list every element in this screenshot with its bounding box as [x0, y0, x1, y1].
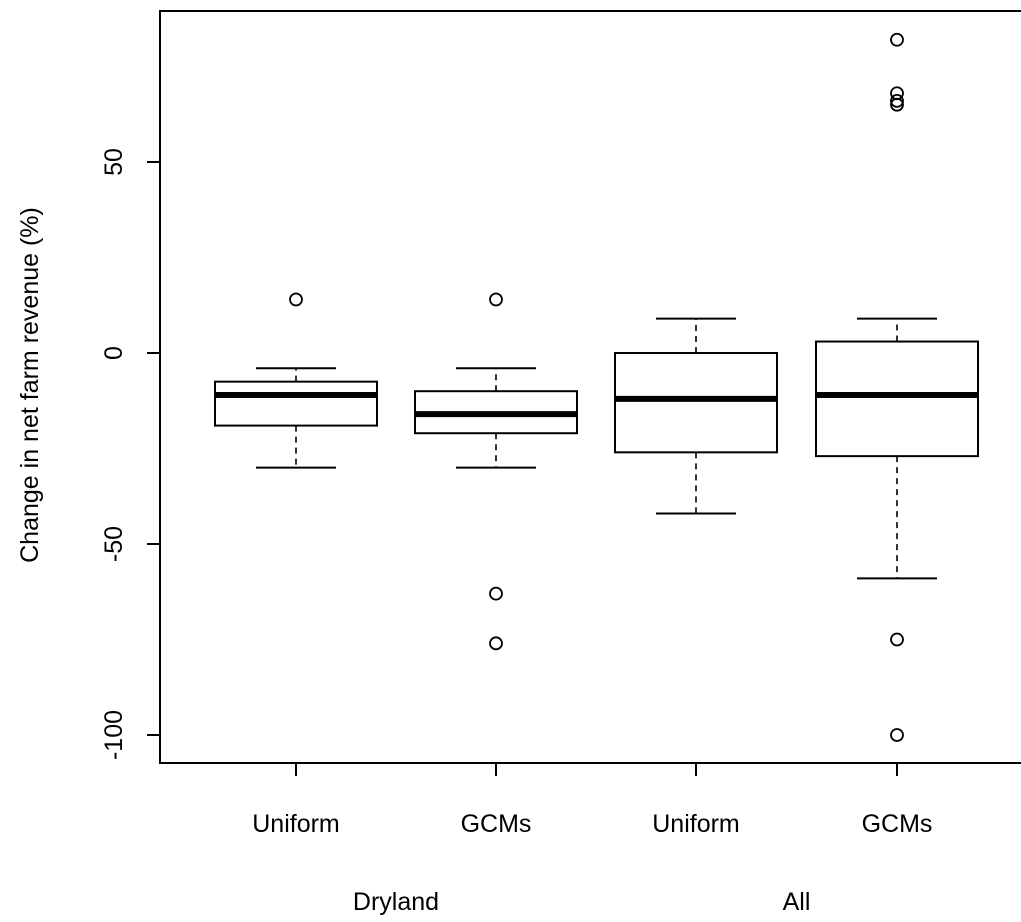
- x-tick-label: GCMs: [862, 810, 933, 838]
- box-group: [414, 292, 578, 651]
- x-tick-label: GCMs: [461, 810, 532, 838]
- group-label: All: [783, 888, 811, 916]
- y-tick-label: -50: [100, 526, 128, 562]
- y-tick-label: 50: [100, 148, 128, 176]
- y-tick-label: -100: [100, 710, 128, 760]
- outlier-point: [890, 93, 904, 108]
- boxes: [214, 32, 979, 742]
- outlier-point: [890, 632, 904, 647]
- x-tick-label: Uniform: [252, 810, 340, 838]
- box-group: [815, 32, 979, 742]
- plot-frame: [159, 10, 1021, 764]
- y-axis: -100 -50 0 50: [100, 148, 160, 760]
- y-axis-label: Change in net farm revenue (%): [16, 207, 44, 563]
- y-tick-label: 0: [100, 346, 128, 360]
- iqr-box: [214, 380, 378, 427]
- iqr-box: [614, 352, 778, 454]
- outlier-point: [890, 97, 904, 112]
- iqr-box: [815, 340, 979, 458]
- outlier-point: [489, 636, 503, 651]
- outlier-point: [489, 292, 503, 307]
- outlier-point: [489, 586, 503, 601]
- group-labels: Dryland All: [353, 888, 810, 916]
- outlier-point: [890, 32, 904, 47]
- box-group: [214, 292, 378, 469]
- box-group: [614, 317, 778, 515]
- outlier-point: [289, 292, 303, 307]
- group-label: Dryland: [353, 888, 439, 916]
- outlier-point: [890, 728, 904, 742]
- x-axis: Uniform GCMs Uniform GCMs: [252, 763, 932, 838]
- x-tick-label: Uniform: [652, 810, 740, 838]
